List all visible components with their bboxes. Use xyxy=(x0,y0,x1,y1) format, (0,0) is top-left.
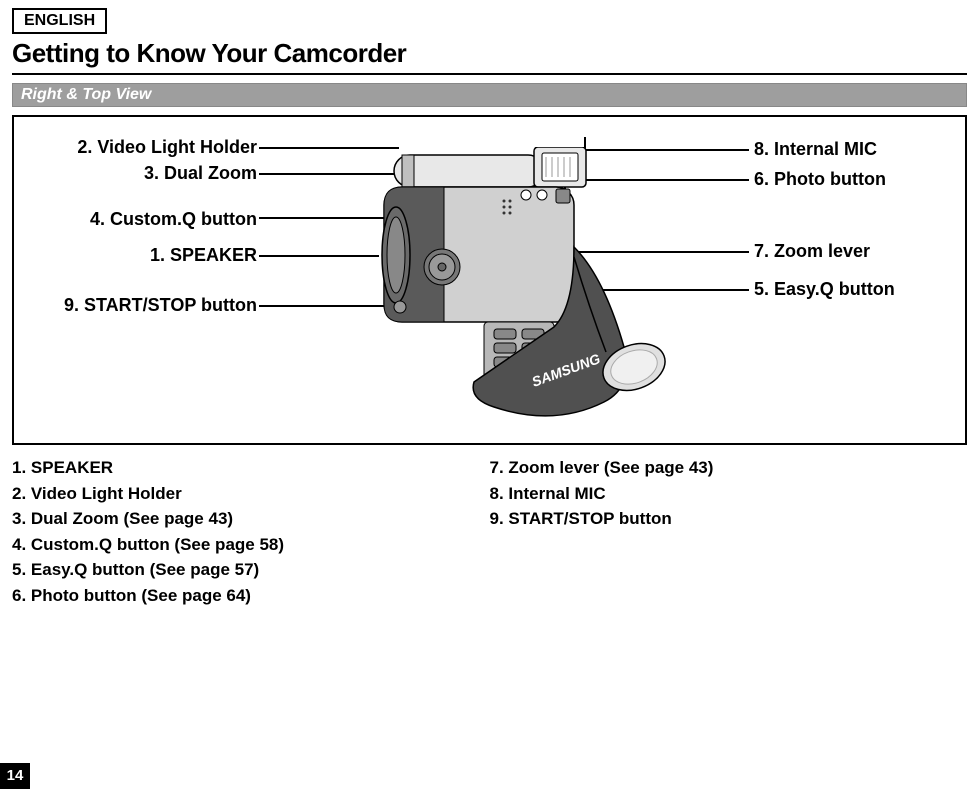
legend-item: 3. Dual Zoom (See page 43) xyxy=(12,506,490,532)
language-tab: ENGLISH xyxy=(12,8,107,34)
section-subheader: Right & Top View xyxy=(12,83,967,107)
legend-column-right: 7. Zoom lever (See page 43) 8. Internal … xyxy=(490,455,968,608)
legend-item: 2. Video Light Holder xyxy=(12,481,490,507)
page-title: Getting to Know Your Camcorder xyxy=(12,38,967,75)
legend-item: 1. SPEAKER xyxy=(12,455,490,481)
label-customq-button: 4. Custom.Q button xyxy=(90,209,257,230)
legend-list: 1. SPEAKER 2. Video Light Holder 3. Dual… xyxy=(12,455,967,608)
legend-item: 4. Custom.Q button (See page 58) xyxy=(12,532,490,558)
label-zoom-lever: 7. Zoom lever xyxy=(754,241,870,262)
legend-item: 6. Photo button (See page 64) xyxy=(12,583,490,609)
label-dual-zoom: 3. Dual Zoom xyxy=(144,163,257,184)
label-speaker: 1. SPEAKER xyxy=(150,245,257,266)
leader-line xyxy=(259,255,379,257)
legend-item: 8. Internal MIC xyxy=(490,481,968,507)
label-internal-mic: 8. Internal MIC xyxy=(754,139,877,160)
legend-item: 7. Zoom lever (See page 43) xyxy=(490,455,968,481)
label-video-light-holder: 2. Video Light Holder xyxy=(77,137,257,158)
page-number: 14 xyxy=(0,763,30,789)
legend-item: 9. START/STOP button xyxy=(490,506,968,532)
legend-item: 5. Easy.Q button (See page 57) xyxy=(12,557,490,583)
diagram-container: 2. Video Light Holder 3. Dual Zoom 4. Cu… xyxy=(12,115,967,445)
camcorder-illustration: SAMSUNG xyxy=(374,147,674,437)
label-easyq-button: 5. Easy.Q button xyxy=(754,279,895,300)
label-start-stop: 9. START/STOP button xyxy=(64,295,257,316)
label-photo-button: 6. Photo button xyxy=(754,169,886,190)
legend-column-left: 1. SPEAKER 2. Video Light Holder 3. Dual… xyxy=(12,455,490,608)
